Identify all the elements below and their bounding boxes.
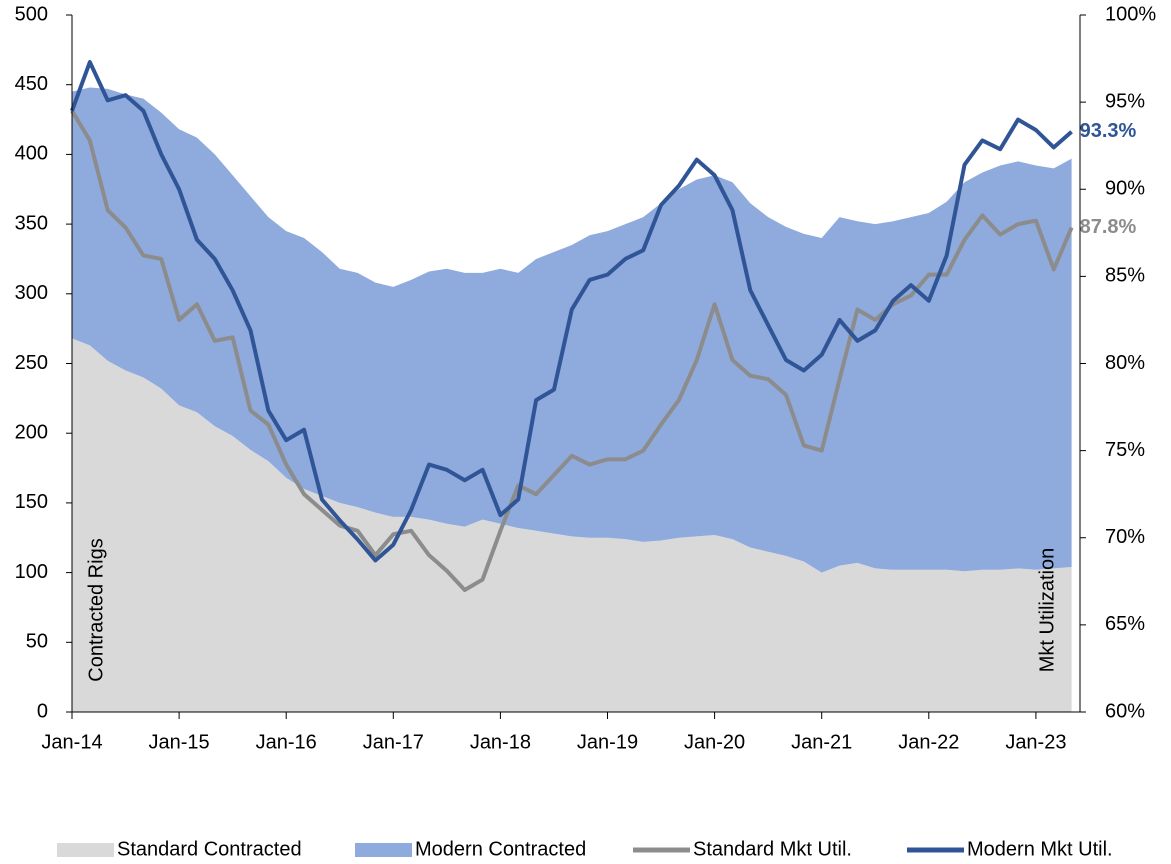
legend-label: Modern Contracted xyxy=(415,838,586,860)
x-tick-label: Jan-14 xyxy=(41,731,102,753)
y2-axis-label: Mkt Utilization xyxy=(1036,548,1058,672)
x-tick-label: Jan-15 xyxy=(149,731,210,753)
x-tick-label: Jan-18 xyxy=(470,731,531,753)
line xyxy=(70,109,1074,593)
y-tick-label: 0 xyxy=(37,700,48,722)
x-tick-label: Jan-20 xyxy=(684,731,745,753)
legend-swatch xyxy=(355,843,412,857)
plot xyxy=(72,87,1072,712)
y2-tick-label: 70% xyxy=(1105,526,1145,548)
y2-tick-label: 85% xyxy=(1105,265,1145,287)
y-tick-label: 100 xyxy=(15,561,48,583)
y2-tick-label: 80% xyxy=(1105,352,1145,374)
y2-tick-label: 100% xyxy=(1105,3,1156,25)
y2-tick-label: 95% xyxy=(1105,90,1145,112)
y-tick-label: 300 xyxy=(15,282,48,304)
y2-tick-label: 60% xyxy=(1105,700,1145,722)
data-label: 93.3% xyxy=(1080,120,1137,142)
x-tick-label: Jan-19 xyxy=(577,731,638,753)
legend-swatch xyxy=(57,843,114,857)
y-tick-label: 400 xyxy=(15,143,48,165)
legend-label: Modern Mkt Util. xyxy=(967,838,1113,860)
y-tick-label: 200 xyxy=(15,421,48,443)
overlay: 87.8% 93.3% 0 50 100 150 200 250 300 350 400 450 500… xyxy=(15,3,1157,860)
y2-tick-label: 90% xyxy=(1105,178,1145,200)
y2-tick-label: 75% xyxy=(1105,439,1145,461)
x-tick-label: Jan-22 xyxy=(898,731,959,753)
y-tick-label: 500 xyxy=(15,3,48,25)
y-tick-label: 350 xyxy=(15,212,48,234)
data-label: 87.8% xyxy=(1080,216,1137,238)
area xyxy=(72,338,1072,712)
y-tick-label: 150 xyxy=(15,491,48,513)
y-tick-label: 250 xyxy=(15,352,48,374)
y-axis-label: Contracted Rigs xyxy=(85,538,107,681)
x-tick-label: Jan-23 xyxy=(1005,731,1066,753)
x-tick-label: Jan-21 xyxy=(791,731,852,753)
y2-tick-label: 65% xyxy=(1105,613,1145,635)
line xyxy=(70,60,1073,563)
y-tick-label: 450 xyxy=(15,73,48,95)
x-tick-label: Jan-17 xyxy=(363,731,424,753)
legend-label: Standard Mkt Util. xyxy=(693,838,852,860)
x-tick-label: Jan-16 xyxy=(256,731,317,753)
legend-label: Standard Contracted xyxy=(117,838,302,860)
y-tick-label: 50 xyxy=(26,631,48,653)
